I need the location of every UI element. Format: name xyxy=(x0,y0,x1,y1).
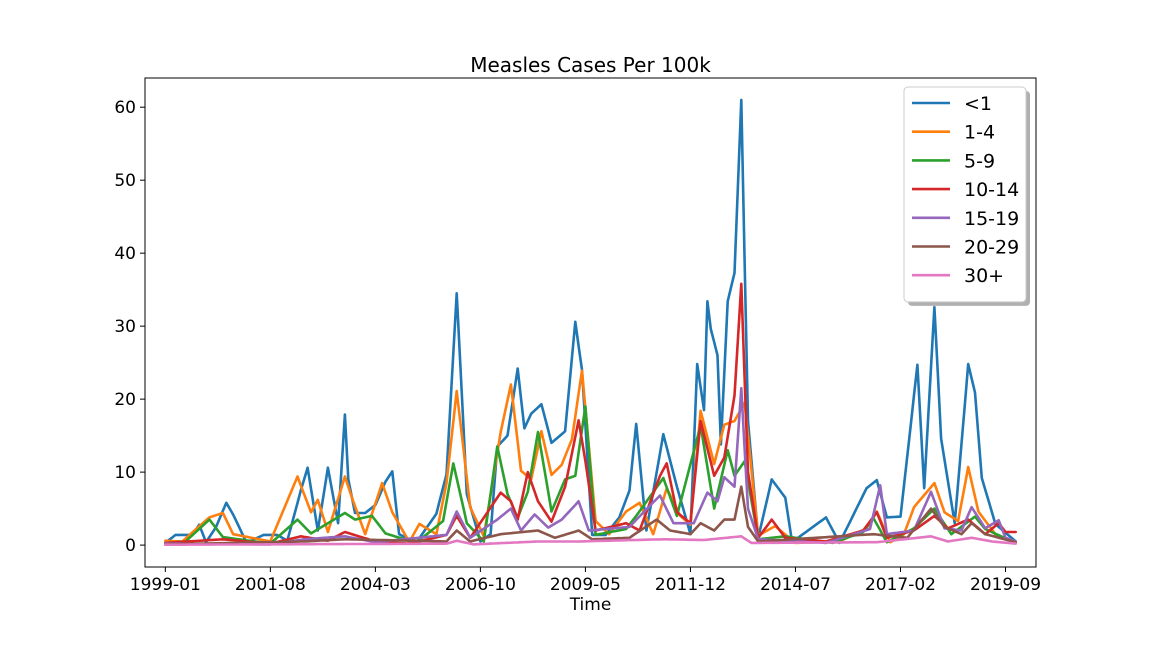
y-tick-label-0: 0 xyxy=(125,536,136,556)
legend-label-3: 10-14 xyxy=(964,179,1019,201)
legend-label-0: <1 xyxy=(964,93,992,115)
y-axis: 0 10 20 30 40 50 60 xyxy=(114,98,145,556)
y-tick-label-5: 50 xyxy=(114,171,136,191)
series-line-4 xyxy=(164,386,1018,546)
plot-frame xyxy=(144,77,1037,568)
x-tick-label-1: 2001-08 xyxy=(235,575,306,595)
x-tick-label-2: 2004-03 xyxy=(340,575,411,595)
y-tick-label-2: 20 xyxy=(114,390,136,410)
x-tick-label-7: 2017-02 xyxy=(865,575,936,595)
y-tick-label-1: 10 xyxy=(114,463,136,483)
series-line-2 xyxy=(164,405,1018,545)
chart-title: Measles Cases Per 100k xyxy=(470,53,711,77)
legend-label-4: 15-19 xyxy=(964,208,1019,230)
y-tick-label-3: 30 xyxy=(114,317,136,337)
x-tick-label-5: 2011-12 xyxy=(655,575,726,595)
series-line-0 xyxy=(164,98,1018,545)
x-tick-label-3: 2006-10 xyxy=(445,575,516,595)
legend-label-1: 1-4 xyxy=(964,122,995,144)
legend-label-2: 5-9 xyxy=(964,150,995,172)
legend-box xyxy=(903,86,1027,303)
x-axis-title: Time xyxy=(569,595,612,615)
x-axis: 1999-01 2001-08 2004-03 2006-10 2009-05 2011-… xyxy=(130,567,1041,595)
legend: <1 1-4 5-9 10-14 15-19 20-29 30+ xyxy=(903,86,1030,306)
y-tick-label-6: 60 xyxy=(114,98,136,118)
series-line-6 xyxy=(164,534,1018,547)
legend-label-6: 30+ xyxy=(964,265,1004,287)
x-tick-label-6: 2014-07 xyxy=(760,575,831,595)
x-tick-label-8: 2019-09 xyxy=(970,575,1041,595)
x-tick-label-0: 1999-01 xyxy=(130,575,201,595)
plot-area xyxy=(164,98,1018,547)
legend-label-5: 20-29 xyxy=(964,237,1019,259)
series-line-5 xyxy=(164,485,1018,546)
x-tick-label-4: 2009-05 xyxy=(550,575,621,595)
y-tick-label-4: 40 xyxy=(114,244,136,264)
